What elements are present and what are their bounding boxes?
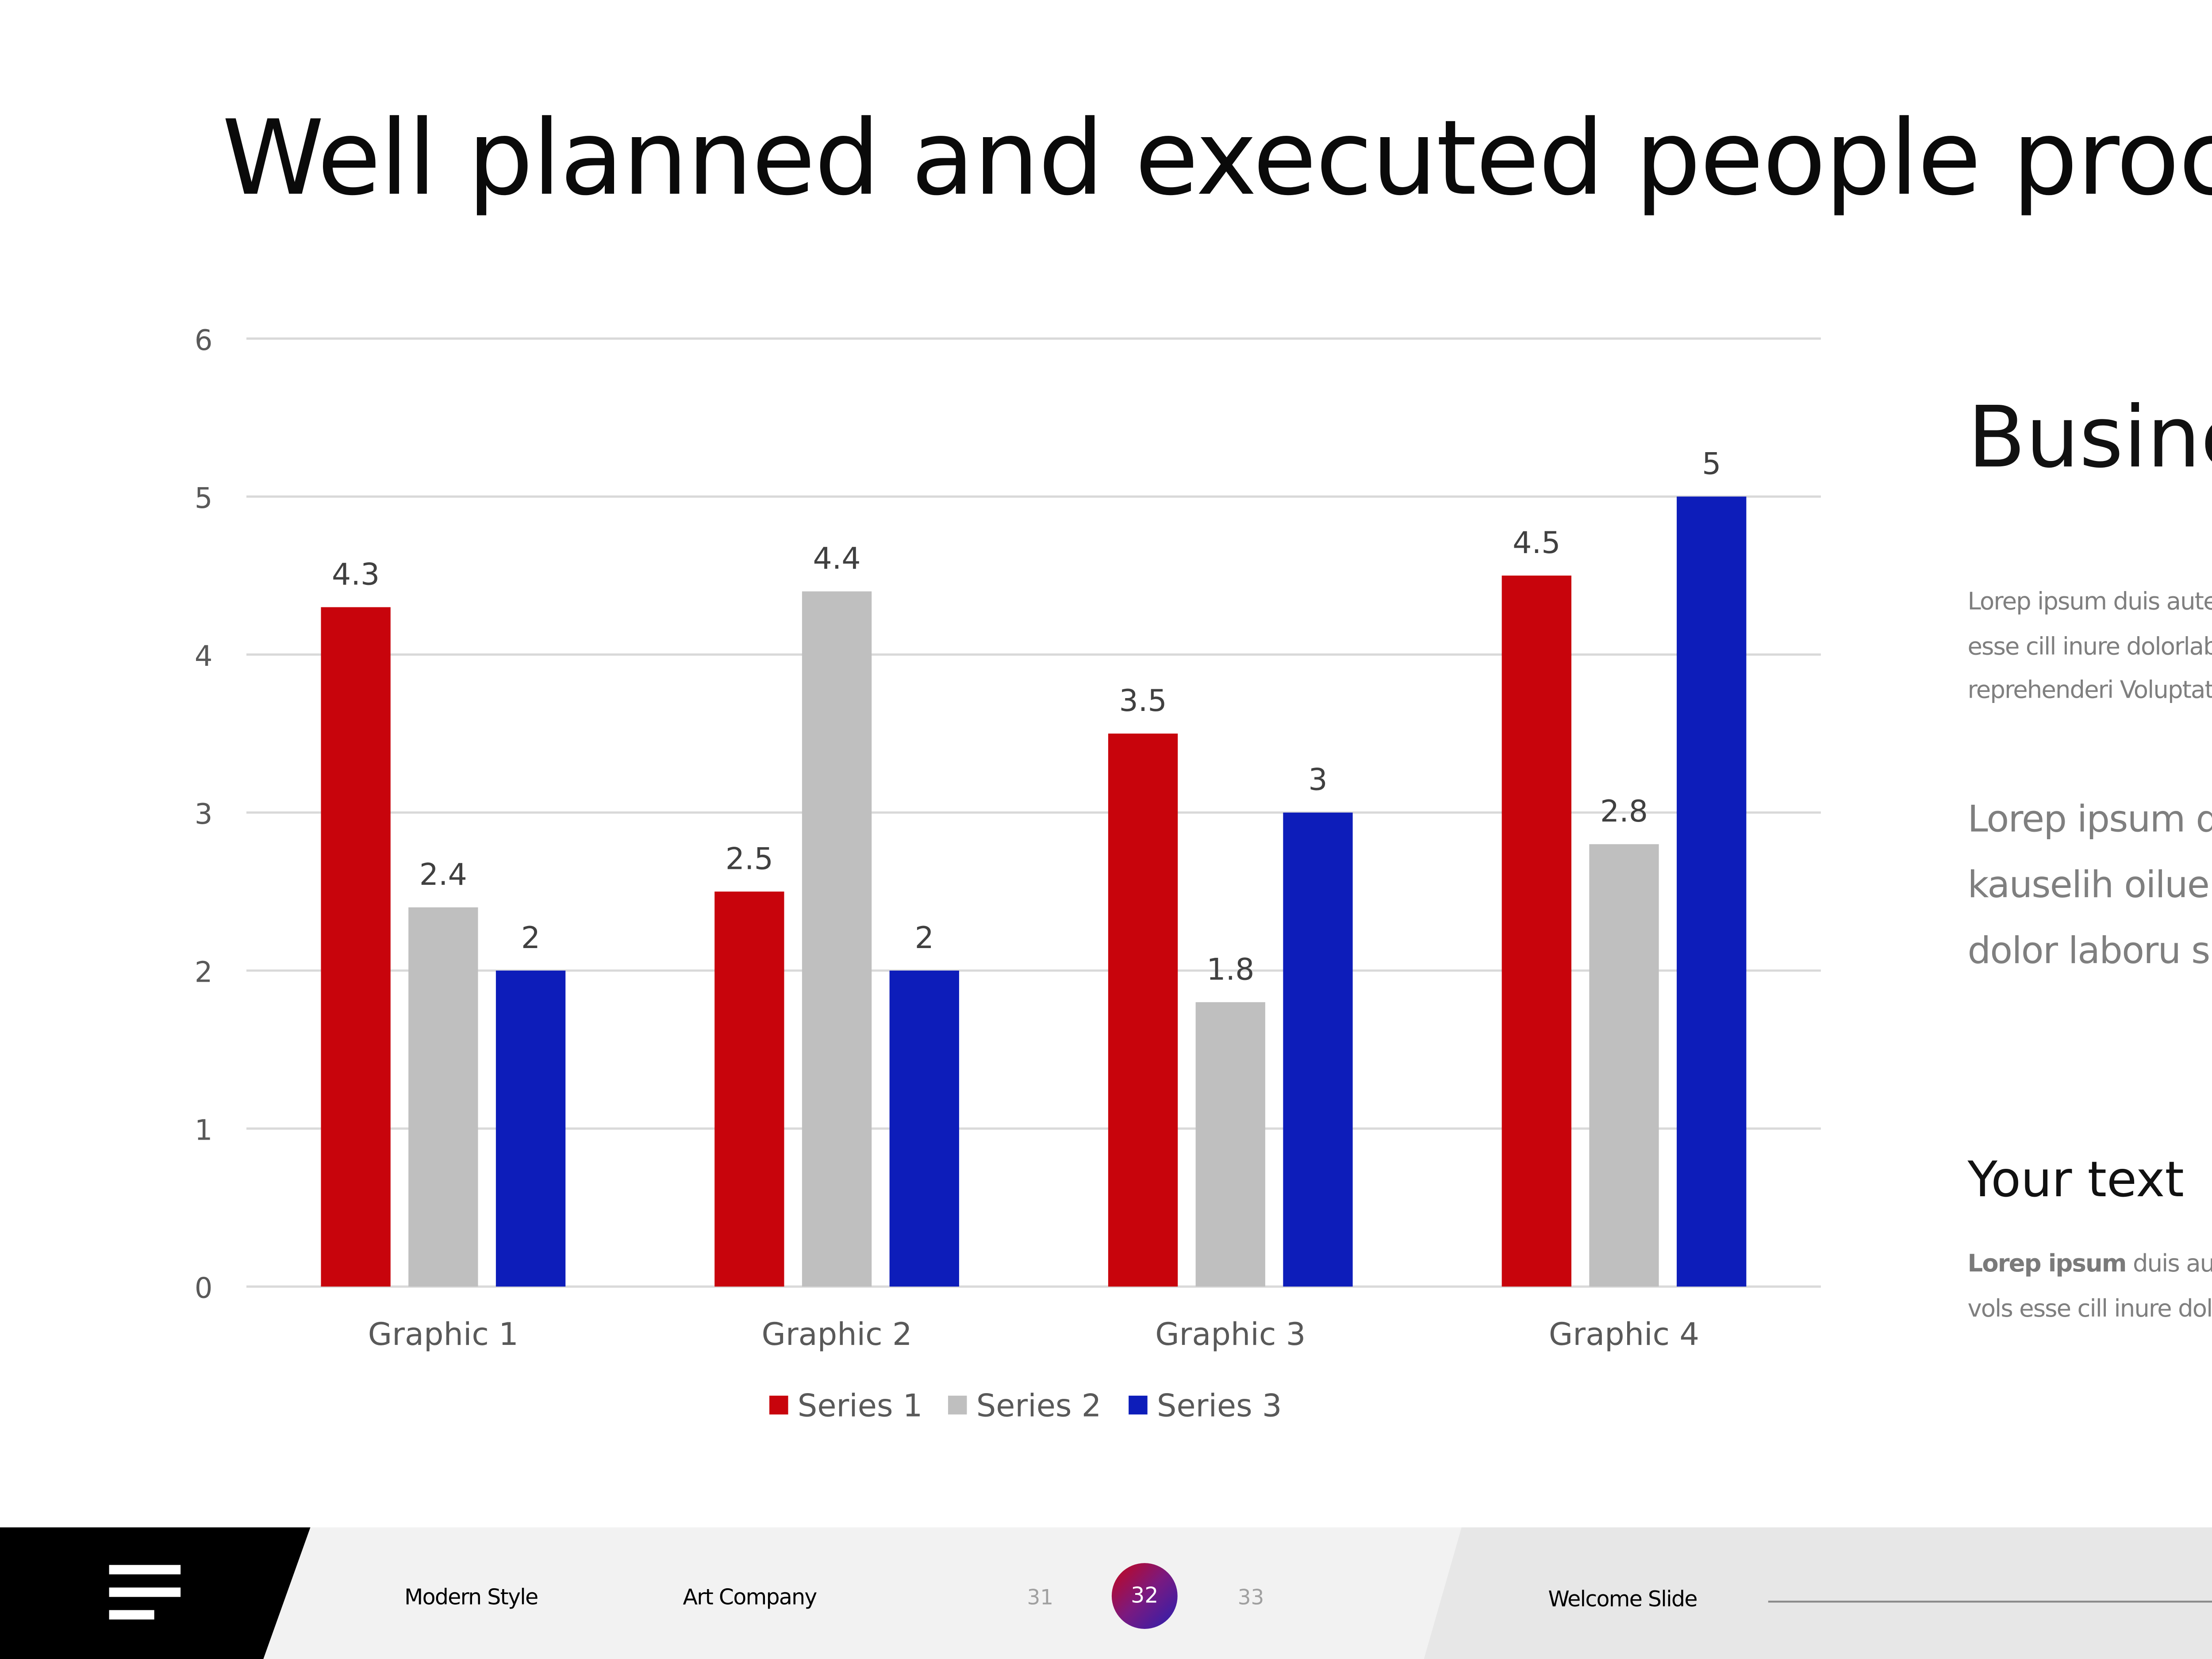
current-page-indicator[interactable]: 32 xyxy=(1111,1563,1178,1629)
hamburger-menu-icon[interactable] xyxy=(109,1565,181,1621)
legend-label: Series 3 xyxy=(1157,1388,1282,1424)
data-label: 3 xyxy=(1308,763,1327,798)
bar xyxy=(802,591,872,1287)
bar xyxy=(889,970,959,1287)
footer-divider xyxy=(1768,1601,2212,1603)
data-label: 1.8 xyxy=(1206,952,1254,987)
y-tick-label: 4 xyxy=(195,640,213,673)
legend-label: Series 2 xyxy=(976,1388,1102,1424)
bar xyxy=(321,607,391,1287)
data-label: 2.8 xyxy=(1600,794,1648,829)
x-axis-categories: Graphic 1 Graphic 2 Graphic 3 Graphic 4 xyxy=(368,1316,1699,1352)
y-tick-label: 0 xyxy=(195,1272,213,1305)
legend-label: Series 1 xyxy=(798,1388,923,1424)
x-category-label: Graphic 1 xyxy=(368,1316,518,1352)
y-tick-label: 3 xyxy=(195,798,213,831)
subheading: Your text xyxy=(1967,1153,2184,1210)
x-category-label: Graphic 4 xyxy=(1549,1316,1699,1352)
y-axis-ticks: 0 1 2 3 4 5 6 xyxy=(195,324,213,1305)
bar xyxy=(1283,812,1353,1287)
chart-legend: Series 1 Series 2 Series 3 xyxy=(769,1388,1282,1424)
data-label: 3.5 xyxy=(1119,684,1167,718)
data-label: 5 xyxy=(1702,446,1721,481)
data-labels: 4.3 2.4 2 2.5 4.4 2 3.5 1.8 3 4.5 2.8 5 xyxy=(332,446,1721,987)
data-label: 2.4 xyxy=(419,857,467,892)
bar xyxy=(1502,576,1571,1287)
footer-bar: Modern Style Art Company 31 32 33 Welcom… xyxy=(0,1527,2212,1659)
next-page-button[interactable]: 33 xyxy=(1237,1586,1264,1610)
legend-swatch xyxy=(769,1395,788,1415)
data-label: 4.5 xyxy=(1513,526,1560,561)
x-category-label: Graphic 3 xyxy=(1155,1316,1306,1352)
x-category-label: Graphic 2 xyxy=(762,1316,912,1352)
data-label: 2 xyxy=(915,921,934,956)
bar xyxy=(1108,733,1178,1287)
y-tick-label: 1 xyxy=(195,1114,213,1147)
prev-page-button[interactable]: 31 xyxy=(1027,1586,1054,1610)
description-bold-lead: Lorep ipsum xyxy=(1967,1251,2127,1279)
slide-title: Well planned and executed people process xyxy=(222,98,2212,219)
y-tick-label: 2 xyxy=(195,956,213,989)
data-label: 2.5 xyxy=(726,841,773,876)
legend-swatch xyxy=(1129,1395,1148,1415)
footer-section-label[interactable]: Welcome Slide xyxy=(1548,1586,1697,1612)
legend-swatch xyxy=(948,1395,967,1415)
bar xyxy=(408,907,478,1287)
gridlines xyxy=(246,337,1821,1288)
bar xyxy=(495,970,566,1287)
data-label: 4.3 xyxy=(332,557,380,592)
y-tick-label: 6 xyxy=(195,324,213,357)
bar xyxy=(1677,496,1747,1287)
bar xyxy=(714,891,784,1287)
footer-link-art-company[interactable]: Art Company xyxy=(683,1583,817,1610)
bar xyxy=(1195,1002,1265,1287)
bar xyxy=(1589,844,1659,1287)
bars xyxy=(321,496,1747,1287)
section-heading: Business result xyxy=(1967,387,2212,488)
footer-link-modern-style[interactable]: Modern Style xyxy=(404,1583,538,1610)
y-tick-label: 5 xyxy=(195,482,213,515)
data-label: 4.4 xyxy=(813,541,860,576)
footer-right-panel xyxy=(1424,1527,2212,1659)
data-label: 2 xyxy=(521,921,540,956)
